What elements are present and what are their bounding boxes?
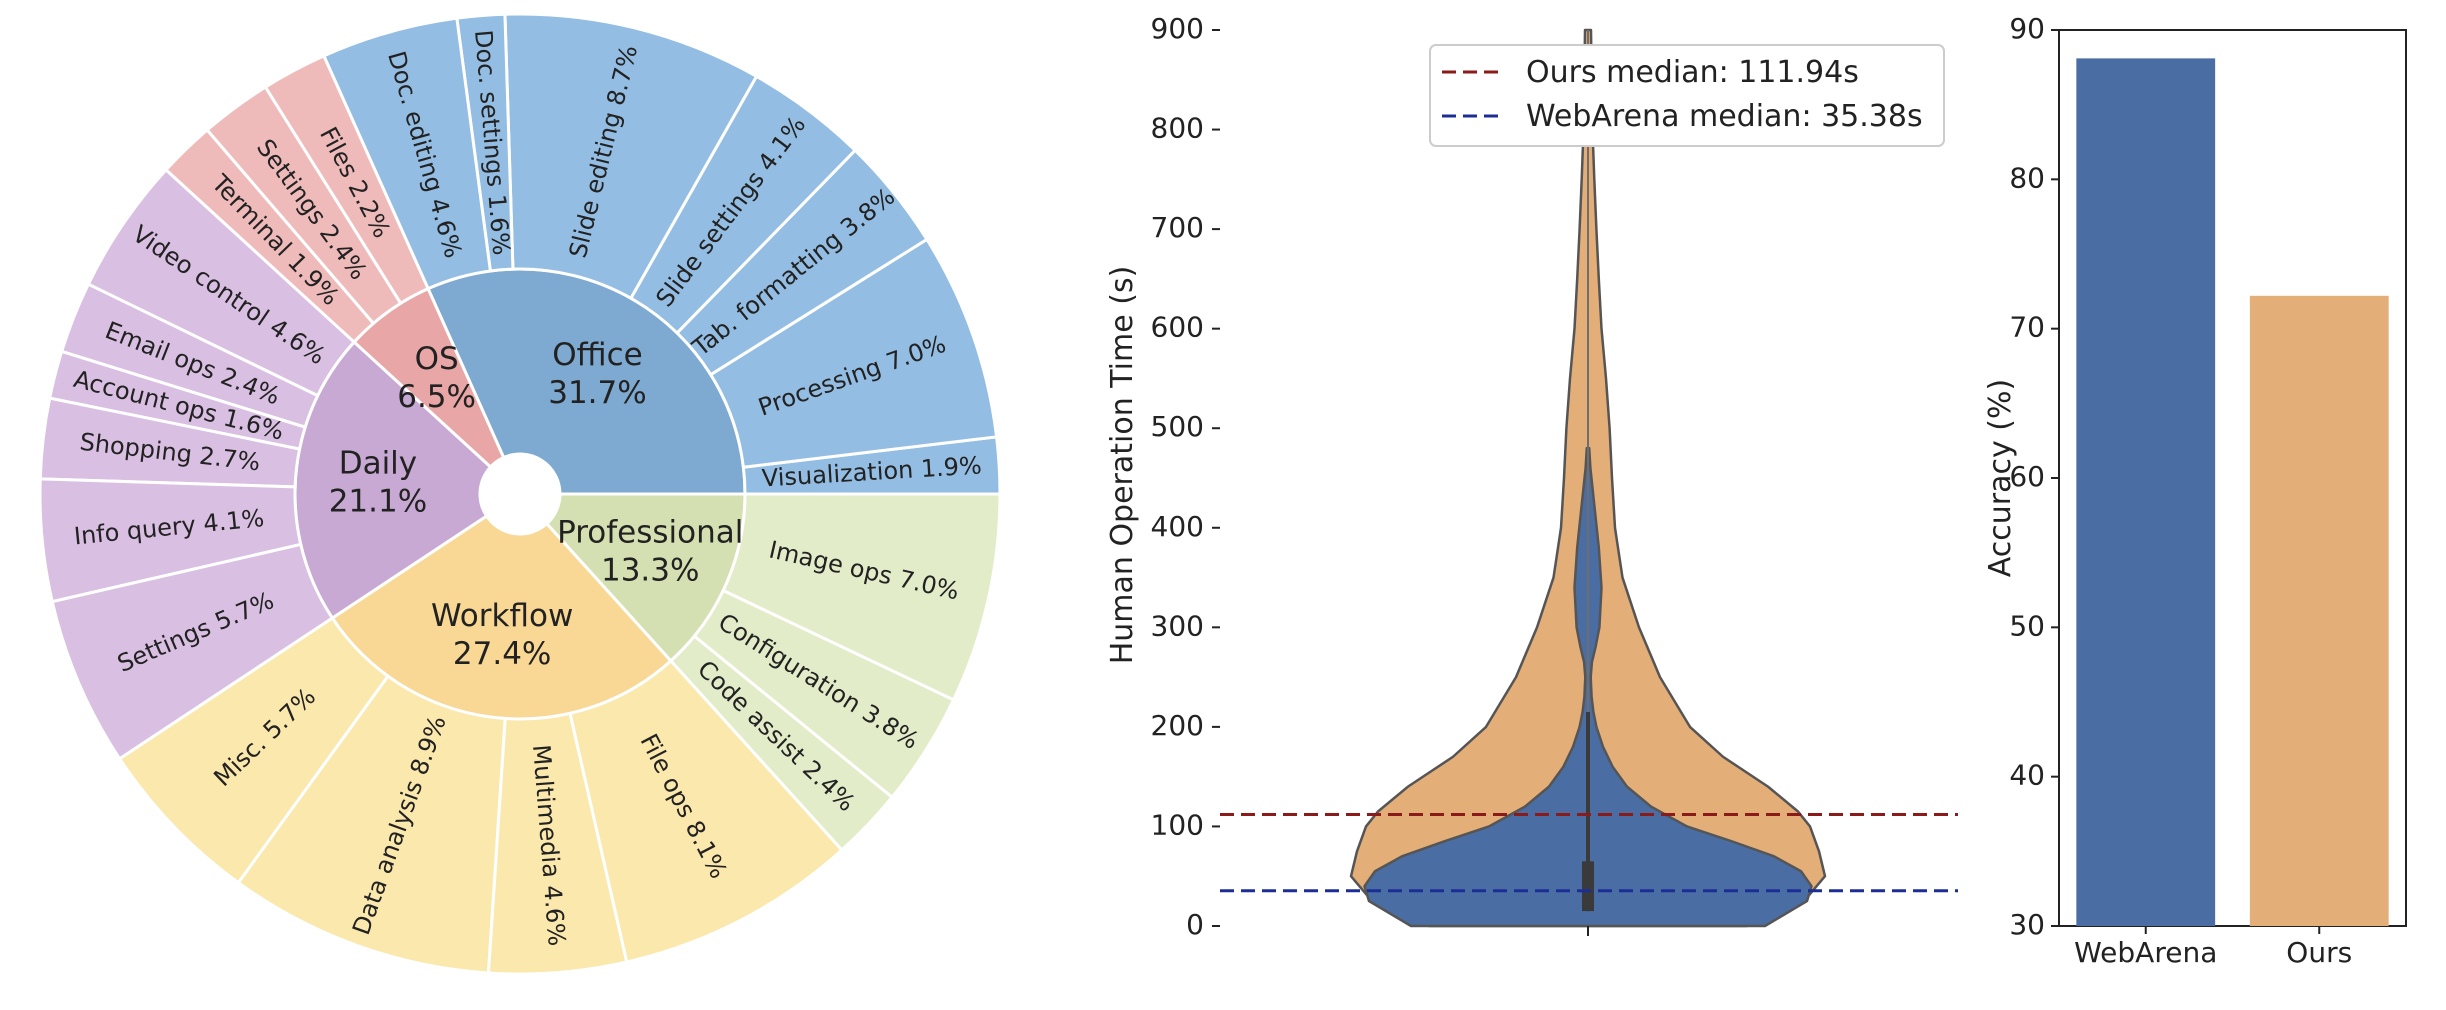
legend-webarena-median-label: WebArena median: 35.38s bbox=[1526, 99, 1923, 134]
bar-x-tick-label: Ours bbox=[2286, 936, 2352, 969]
sunburst-outer-wedge-image-ops-7-0 bbox=[721, 492, 1002, 702]
violin-y-tick-label: 200 bbox=[1151, 709, 1204, 742]
violin-y-tick-label: 0 bbox=[1186, 908, 1204, 941]
violin-y-tick-label: 300 bbox=[1151, 609, 1204, 642]
violin-y-tick-label: 100 bbox=[1151, 808, 1204, 841]
legend-frame bbox=[1429, 44, 1945, 147]
task-category-sunburst-chart: Visualization 1.9%Processing 7.0%Tab. fo… bbox=[38, 12, 1002, 976]
bar-x-axis: WebArena Ours bbox=[2074, 926, 2352, 969]
bar-y-axis: 30 40 50 60 70 80 90 bbox=[2009, 12, 2059, 941]
legend-ours-median-label: Ours median: 111.94s bbox=[1526, 55, 1859, 90]
violin-y-axis: 0 100 200 300 400 500 600 700 800 900 bbox=[1151, 12, 1589, 941]
sunburst-inner-pct-office: 31.7% bbox=[548, 375, 646, 411]
bar-ours bbox=[2249, 295, 2389, 926]
bar-y-tick-label: 90 bbox=[2009, 12, 2045, 45]
operation-time-violin-chart: 0 100 200 300 400 500 600 700 800 900 Human Opera… bbox=[1105, 12, 1958, 941]
bar-y-tick-label: 70 bbox=[2009, 311, 2045, 344]
sunburst-inner-label-os: OS bbox=[415, 341, 459, 377]
bar-y-axis-label: Accuracy (%) bbox=[1983, 379, 2018, 577]
sunburst-inner-label-daily: Daily bbox=[339, 445, 417, 481]
violin-y-tick-label: 700 bbox=[1151, 211, 1204, 244]
violin-legend: Ours median: 111.94s WebArena median: 35… bbox=[1429, 44, 1945, 147]
sunburst-inner-pct-os: 6.5% bbox=[397, 379, 476, 415]
sunburst-inner-pct-workflow: 27.4% bbox=[453, 636, 551, 672]
accuracy-bar-chart: 30 40 50 60 70 80 90 WebArena Ours Accuracy (%) bbox=[1983, 12, 2407, 969]
violin-y-tick-label: 800 bbox=[1151, 112, 1204, 145]
sunburst-inner-label-office: Office bbox=[552, 337, 643, 373]
median-lines bbox=[1220, 813, 1958, 893]
sunburst-outer-wedge-slide-editing-8-7 bbox=[503, 12, 759, 301]
violin-y-tick-label: 900 bbox=[1151, 12, 1204, 45]
violin-y-axis-label: Human Operation Time (s) bbox=[1105, 266, 1140, 665]
bar-y-tick-label: 50 bbox=[2009, 609, 2045, 642]
bar-y-tick-label: 80 bbox=[2009, 161, 2045, 194]
bar-y-tick-label: 40 bbox=[2009, 759, 2045, 792]
bar-y-tick-label: 30 bbox=[2009, 908, 2045, 941]
accuracy-bars bbox=[2076, 58, 2389, 926]
bar-x-tick-label: WebArena bbox=[2074, 936, 2217, 969]
bar-webarena bbox=[2076, 58, 2216, 926]
violin-y-tick-label: 600 bbox=[1151, 311, 1204, 344]
bar-y-tick-label: 60 bbox=[2009, 460, 2045, 493]
violin-y-tick-label: 400 bbox=[1151, 510, 1204, 543]
violin-y-tick-label: 500 bbox=[1151, 410, 1204, 443]
sunburst-inner-pct-professional: 13.3% bbox=[601, 552, 699, 588]
violin-box-iqr bbox=[1582, 861, 1594, 912]
sunburst-inner-pct-daily: 21.1% bbox=[329, 483, 427, 519]
sunburst-inner-label-workflow: Workflow bbox=[431, 598, 573, 634]
sunburst-inner-label-professional: Professional bbox=[557, 514, 743, 550]
